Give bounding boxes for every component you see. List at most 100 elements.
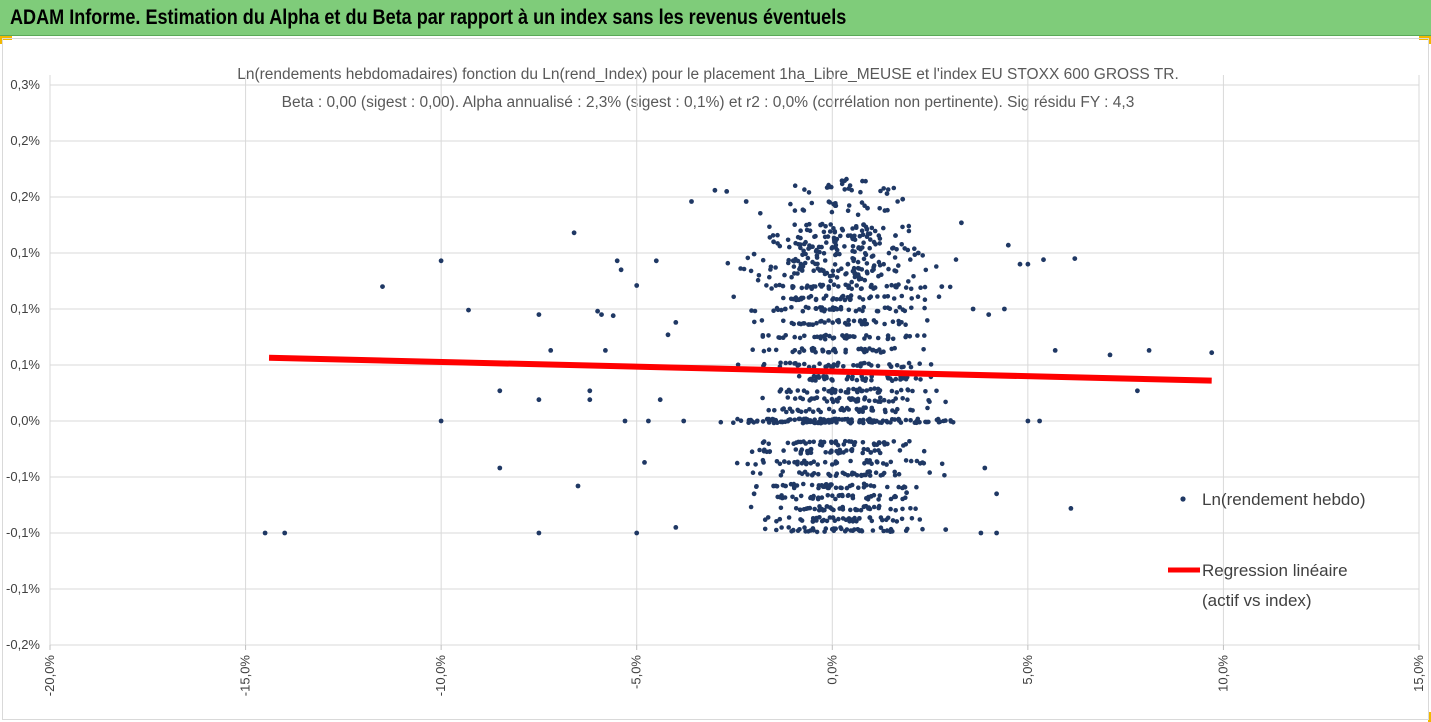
scatter-point <box>817 282 823 288</box>
y-tick-label: 0,1% <box>10 301 40 316</box>
scatter-point <box>908 506 913 511</box>
scatter-point <box>840 470 846 476</box>
scatter-point <box>816 471 821 477</box>
scatter-point <box>881 261 886 267</box>
scatter-point <box>759 318 765 323</box>
scatter-point <box>804 419 809 425</box>
scatter-point <box>738 266 743 271</box>
scatter-point <box>912 246 917 251</box>
scatter-point <box>803 409 809 414</box>
scatter-point <box>871 492 877 498</box>
scatter-point <box>914 420 919 426</box>
scatter-point <box>885 187 891 192</box>
scatter-point <box>877 440 882 446</box>
scatter-point <box>825 350 831 355</box>
scatter-point <box>798 245 803 251</box>
scatter-point <box>829 482 834 487</box>
scatter-point <box>854 387 859 393</box>
scatter-point <box>877 493 883 498</box>
scatter-point <box>817 361 822 367</box>
scatter-point <box>760 395 765 401</box>
scatter-point <box>890 518 896 523</box>
scatter-point <box>821 229 827 235</box>
scatter-point <box>864 321 870 327</box>
scatter-point <box>827 273 833 279</box>
scatter-point <box>867 231 873 236</box>
scatter-point <box>921 347 926 352</box>
scatter-point <box>771 420 777 426</box>
scatter-point <box>850 334 856 339</box>
scatter-point <box>888 506 893 512</box>
scatter-point <box>786 525 791 530</box>
scatter-point <box>896 263 901 268</box>
scatter-point <box>778 387 784 392</box>
scatter-point <box>792 334 797 340</box>
scatter-point <box>926 398 931 403</box>
scatter-point <box>824 240 829 245</box>
scatter-point <box>768 264 774 270</box>
scatter-point <box>900 196 906 202</box>
scatter-point <box>820 347 825 353</box>
scatter-point <box>766 407 771 413</box>
scatter-point <box>849 279 854 285</box>
scatter-point <box>832 262 838 267</box>
scatter-point <box>753 462 758 467</box>
scatter-point <box>762 517 768 522</box>
scatter-point <box>884 528 890 533</box>
scatter-point <box>885 333 891 338</box>
scatter-point <box>779 525 784 530</box>
scatter-point <box>881 186 886 191</box>
scatter-point <box>823 224 828 229</box>
scatter-point <box>751 491 757 497</box>
scatter-point <box>876 448 881 453</box>
scatter-point <box>870 347 876 353</box>
legend-label-line-2: (actif vs index) <box>1202 591 1312 610</box>
scatter-point <box>846 285 851 291</box>
scatter-point <box>908 286 914 292</box>
scatter-point <box>871 441 877 447</box>
scatter-point <box>725 260 731 266</box>
scatter-point <box>786 387 792 393</box>
scatter-point <box>646 418 651 424</box>
scatter-point <box>842 297 848 303</box>
scatter-point <box>868 237 873 242</box>
scatter-point <box>896 282 901 287</box>
scatter-point <box>878 399 883 405</box>
scatter-point <box>850 226 855 231</box>
scatter-point <box>899 516 905 522</box>
scatter-point <box>838 296 843 302</box>
scatter-point <box>826 406 832 412</box>
scatter-point <box>894 363 900 368</box>
scatter-point <box>900 396 905 401</box>
scatter-point <box>897 305 902 310</box>
scatter-point <box>862 336 867 341</box>
scatter-point <box>889 378 895 384</box>
scatter-point <box>575 483 581 489</box>
scatter-point <box>1052 348 1058 353</box>
scatter-point <box>882 294 887 299</box>
y-axis-ticks: 0,3% 0,2% 0,2% 0,1% 0,1% 0,1% 0,0% -0,1% -0,1% -0… <box>6 77 40 652</box>
report-title: ADAM Informe. Estimation du Alpha et du … <box>10 6 847 29</box>
scatter-point <box>936 294 942 300</box>
scatter-point <box>1041 257 1046 263</box>
scatter-point <box>860 297 866 302</box>
scatter-point <box>845 261 851 267</box>
scatter-point <box>893 233 898 238</box>
scatter-point <box>812 417 817 423</box>
scatter-point <box>797 350 802 355</box>
scatter-point <box>756 273 762 278</box>
scatter-point <box>890 336 896 342</box>
scatter-point <box>847 483 853 489</box>
scatter-point <box>802 260 808 266</box>
scatter-point <box>818 417 824 422</box>
scatter-point <box>850 236 855 242</box>
scatter-point <box>934 264 939 269</box>
scatter-point <box>813 296 819 302</box>
scatter-point <box>760 333 766 338</box>
scatter-point <box>906 360 912 366</box>
scatter-point <box>772 408 777 413</box>
scatter-point <box>862 277 868 283</box>
scatter-point <box>881 225 886 231</box>
scatter-point <box>892 493 898 499</box>
scatter-point <box>825 493 831 498</box>
